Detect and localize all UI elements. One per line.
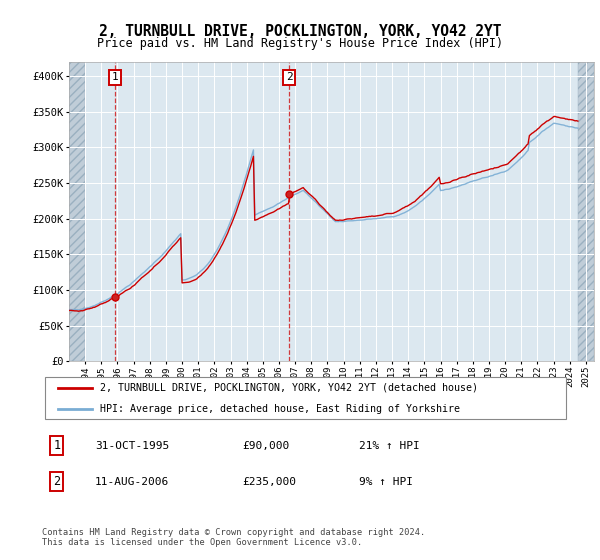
Bar: [578, 62, 594, 361]
Text: 31-OCT-1995: 31-OCT-1995: [95, 441, 169, 451]
Text: 1: 1: [112, 72, 118, 82]
Text: £235,000: £235,000: [242, 477, 296, 487]
Text: 2: 2: [53, 475, 61, 488]
Text: HPI: Average price, detached house, East Riding of Yorkshire: HPI: Average price, detached house, East…: [100, 404, 460, 414]
Text: 2, TURNBULL DRIVE, POCKLINGTON, YORK, YO42 2YT (detached house): 2, TURNBULL DRIVE, POCKLINGTON, YORK, YO…: [100, 382, 478, 393]
Text: 2: 2: [286, 72, 292, 82]
FancyBboxPatch shape: [44, 377, 566, 419]
Text: 1: 1: [53, 439, 61, 452]
Text: 11-AUG-2006: 11-AUG-2006: [95, 477, 169, 487]
Text: 2, TURNBULL DRIVE, POCKLINGTON, YORK, YO42 2YT: 2, TURNBULL DRIVE, POCKLINGTON, YORK, YO…: [99, 24, 501, 39]
Text: Contains HM Land Registry data © Crown copyright and database right 2024.
This d: Contains HM Land Registry data © Crown c…: [42, 528, 425, 547]
Text: 21% ↑ HPI: 21% ↑ HPI: [359, 441, 419, 451]
Text: £90,000: £90,000: [242, 441, 290, 451]
Text: 9% ↑ HPI: 9% ↑ HPI: [359, 477, 413, 487]
Bar: [69, 62, 85, 361]
Text: Price paid vs. HM Land Registry's House Price Index (HPI): Price paid vs. HM Land Registry's House …: [97, 37, 503, 50]
